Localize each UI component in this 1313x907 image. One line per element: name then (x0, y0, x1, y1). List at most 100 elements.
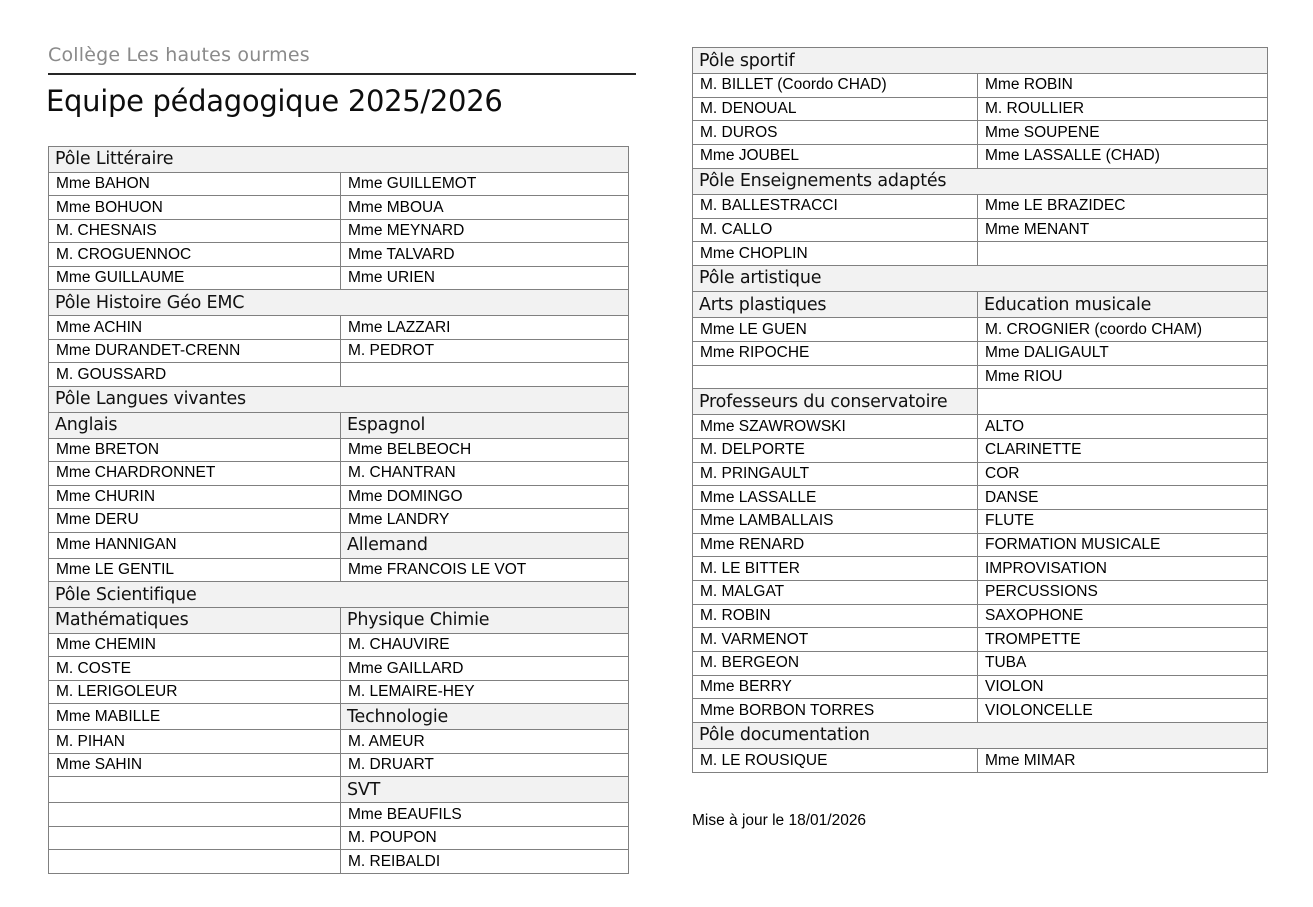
staff-name-cell: Mme DOMINGO (339, 484, 630, 510)
staff-name-cell: M. BALLESTRACCI (692, 193, 978, 219)
staff-row: M. GOUSSARD (48, 362, 630, 387)
staff-row: Mme RIOU (692, 364, 1269, 390)
staff-name-cell: Mme SOUPENE (976, 120, 1269, 146)
staff-name-cell: TROMPETTE (976, 627, 1269, 652)
empty-cell (48, 776, 341, 804)
staff-name-cell: Mme LASSALLE (CHAD) (976, 144, 1269, 169)
staff-name-cell: M. MALGAT (692, 579, 978, 605)
staff-row: Mme BORBON TORRES VIOLONCELLE (692, 698, 1269, 723)
staff-name-cell: M. DELPORTE (692, 438, 978, 463)
staff-name-cell: DANSE (976, 485, 1269, 510)
staff-name-cell: M. DRUART (339, 752, 630, 778)
staff-name-cell: M. LEMAIRE-HEY (339, 679, 630, 705)
staff-name-cell: M. PEDROT (339, 338, 630, 364)
staff-row: Mme LE GENTIL Mme FRANCOIS LE VOT (48, 557, 630, 583)
staff-row: Professeurs du conservatoire (692, 388, 1269, 416)
staff-name-cell: Mme GAILLARD (339, 656, 630, 681)
section-header-cell: Pôle Littéraire (47, 146, 630, 173)
staff-name-cell: FORMATION MUSICALE (976, 532, 1269, 558)
section-row: Pôle documentation (691, 721, 1269, 750)
subject-header-cell: Allemand (339, 531, 630, 559)
staff-name-cell: SAXOPHONE (976, 603, 1269, 629)
staff-row: Mme LAMBALLAIS FLUTE (692, 508, 1269, 534)
staff-name-cell: Mme GUILLEMOT (339, 171, 630, 197)
staff-name-cell: Mme ACHIN (48, 315, 341, 340)
staff-name-cell: PERCUSSIONS (976, 579, 1269, 605)
staff-row: M. CHESNAIS Mme MEYNARD (48, 218, 630, 244)
staff-name-cell: Mme LE GENTIL (48, 557, 341, 583)
section-row: Pôle Scientifique (47, 581, 630, 609)
staff-name-cell: Mme FRANCOIS LE VOT (339, 557, 630, 583)
staff-name-cell: Mme BERRY (692, 674, 978, 700)
school-name: Collège Les hautes ourmes (48, 44, 310, 66)
staff-row: M. LE ROUSIQUE Mme MIMAR (692, 748, 1269, 773)
empty-cell (976, 388, 1269, 416)
staff-name-cell: Mme MABILLE (48, 703, 341, 731)
staff-name-cell: M. POUPON (339, 825, 630, 851)
staff-name-cell: Mme MBOUA (339, 195, 630, 220)
staff-row: M. LE BITTER IMPROVISATION (692, 556, 1269, 581)
section-header-cell: Pôle Scientifique (47, 581, 630, 609)
subject-header-cell: Espagnol (339, 411, 630, 439)
staff-row: Mme HANNIGAN Allemand (48, 531, 630, 559)
staff-name-cell: Mme JOUBEL (692, 144, 978, 169)
staff-name-cell: Mme ROBIN (976, 73, 1269, 98)
staff-name-cell: ALTO (976, 414, 1269, 439)
section-row: Pôle Littéraire (47, 146, 630, 173)
staff-row: M. CROGUENNOC Mme TALVARD (48, 242, 630, 267)
staff-row: Mme CHOPLIN (692, 241, 1269, 266)
staff-name-cell: Mme URIEN (339, 265, 630, 291)
staff-name-cell: Mme BORBON TORRES (692, 698, 978, 723)
staff-row: M. BERGEON TUBA (692, 650, 1269, 676)
empty-cell (48, 849, 341, 874)
staff-name-cell: M. ROULLIER (976, 96, 1269, 122)
subject-header-cell: Education musicale (976, 291, 1269, 319)
staff-name-cell: Mme DURANDET-CRENN (48, 338, 341, 364)
staff-name-cell: Mme RENARD (692, 532, 978, 558)
staff-name-cell: M. AMEUR (339, 729, 630, 754)
staff-row: Mme BAHON Mme GUILLEMOT (48, 171, 630, 197)
staff-name-cell: Mme LANDRY (339, 508, 630, 533)
staff-name-cell: Mme DALIGAULT (976, 340, 1269, 366)
staff-row: M. MALGAT PERCUSSIONS (692, 579, 1269, 605)
staff-name-cell: Mme RIPOCHE (692, 340, 978, 366)
staff-row: Mme BEAUFILS (48, 802, 630, 827)
staff-row: Mme CHEMIN M. CHAUVIRE (48, 632, 630, 658)
staff-name-cell: M. BILLET (Coordo CHAD) (692, 73, 978, 98)
header-rule (48, 73, 636, 75)
empty-cell (339, 362, 630, 387)
subject-header-cell: Technologie (339, 703, 630, 731)
section-row: Pôle sportif (691, 46, 1269, 75)
staff-row: Mme DERU Mme LANDRY (48, 508, 630, 533)
staff-name-cell: CLARINETTE (976, 438, 1269, 463)
subject-header-cell: Arts plastiques (692, 291, 978, 319)
empty-cell (48, 825, 341, 851)
staff-name-cell: VIOLONCELLE (976, 698, 1269, 723)
staff-name-cell: Mme BRETON (48, 437, 341, 463)
staff-row: M. DENOUAL M. ROULLIER (692, 96, 1269, 122)
staff-row: Mme RENARD FORMATION MUSICALE (692, 532, 1269, 558)
update-date-note: Mise à jour le 18/01/2026 (692, 812, 867, 829)
section-header-cell: Pôle Enseignements adaptés (691, 167, 1269, 195)
staff-row: M. PIHAN M. AMEUR (48, 729, 630, 754)
staff-name-cell: Mme HANNIGAN (48, 531, 341, 559)
staff-name-cell: FLUTE (976, 508, 1269, 534)
section-header-cell: Pôle sportif (691, 46, 1269, 75)
staff-row: Mme BERRY VIOLON (692, 674, 1269, 700)
subject-header-cell: Anglais (48, 411, 341, 439)
staff-name-cell: M. LE BITTER (692, 556, 978, 581)
staff-row: Mme LASSALLE DANSE (692, 485, 1269, 510)
staff-name-cell: M. VARMENOT (692, 627, 978, 652)
staff-row: M. BALLESTRACCI Mme LE BRAZIDEC (692, 193, 1269, 219)
staff-row: Mme BRETON Mme BELBEOCH (48, 437, 630, 463)
staff-row: Mme CHARDRONNET M. CHANTRAN (48, 461, 630, 486)
staff-name-cell: M. DENOUAL (692, 96, 978, 122)
staff-name-cell: M. CROGUENNOC (48, 242, 341, 267)
staff-row: Arts plastiques Education musicale (692, 291, 1269, 319)
staff-name-cell: IMPROVISATION (976, 556, 1269, 581)
staff-name-cell: Mme SZAWROWSKI (692, 414, 978, 439)
staff-row: M. POUPON (48, 825, 630, 851)
staff-row: M. LERIGOLEUR M. LEMAIRE-HEY (48, 679, 630, 705)
staff-row: Mme SZAWROWSKI ALTO (692, 414, 1269, 439)
staff-row: M. DUROS Mme SOUPENE (692, 120, 1269, 146)
